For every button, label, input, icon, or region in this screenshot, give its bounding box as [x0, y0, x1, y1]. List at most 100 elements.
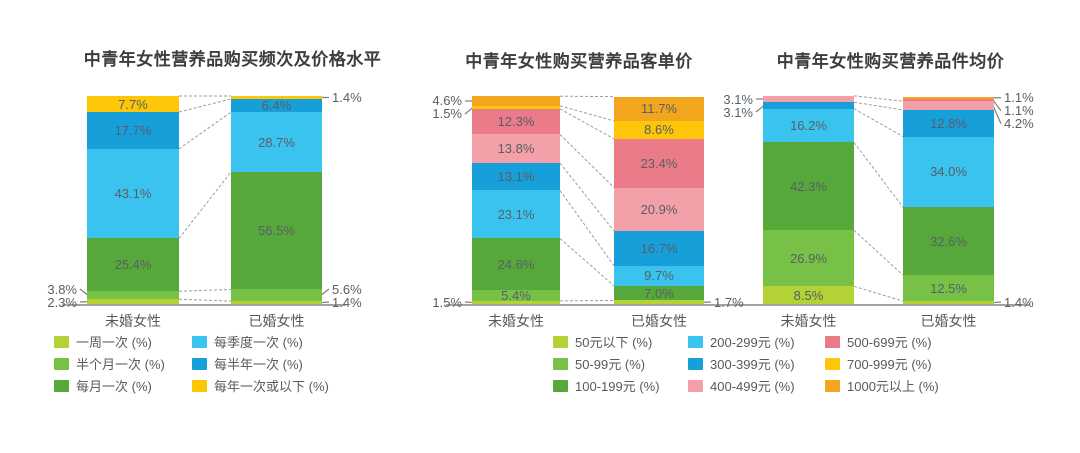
segment-value-label: 16.2%	[790, 118, 827, 134]
bar-segment	[472, 105, 560, 109]
segment-value-label: 23.4%	[640, 155, 678, 171]
bridge-dashed-line	[559, 190, 615, 267]
segment-value-label: 13.1%	[497, 169, 535, 185]
bar-segment	[763, 230, 854, 287]
bar-segment	[472, 289, 560, 301]
bar-segment	[472, 300, 560, 304]
bar-segment	[472, 96, 560, 106]
legend-item-label: 每季度一次 (%)	[214, 335, 303, 350]
category-label: 未婚女性	[105, 313, 161, 329]
segment-value-label: 28.7%	[258, 134, 295, 150]
segment-value-label: 12.5%	[930, 280, 967, 296]
bar-segment	[231, 171, 322, 290]
bar-segment	[87, 238, 179, 292]
legend-item-label: 一周一次 (%)	[76, 335, 152, 350]
bar-segment	[903, 207, 994, 276]
legend-swatch	[54, 336, 69, 348]
leader-line	[79, 288, 89, 296]
outside-value-label: 1.4%	[1004, 294, 1034, 310]
bridge-dashed-line	[853, 95, 904, 102]
legend-item-label: 700-999元 (%)	[847, 357, 932, 372]
legend-swatch	[54, 380, 69, 392]
segment-value-label: 11.7%	[641, 101, 677, 117]
legend-item-label: 每半年一次 (%)	[214, 357, 303, 372]
segment-value-label: 7.0%	[644, 285, 674, 301]
category-label: 已婚女性	[631, 313, 687, 329]
legend-swatch	[54, 358, 69, 370]
outside-value-label: 1.7%	[714, 294, 744, 310]
leader-line	[992, 301, 1002, 304]
bar-segment	[903, 275, 994, 302]
segment-value-label: 16.7%	[640, 240, 678, 256]
segment-value-label: 13.8%	[497, 141, 535, 157]
bar-segment	[472, 163, 560, 191]
legend-item-label: 50元以下 (%)	[575, 335, 653, 350]
legend-swatch	[553, 336, 568, 348]
bar-segment	[763, 286, 854, 304]
bar-segment	[614, 285, 704, 301]
segment-value-label: 32.6%	[930, 233, 967, 249]
bar-segment	[614, 120, 704, 139]
bar-segment	[231, 289, 322, 302]
leader-line	[755, 104, 765, 113]
bar-segment	[472, 190, 560, 239]
bridge-dashed-line	[178, 98, 232, 113]
segment-value-label: 6.4%	[261, 98, 292, 114]
legend-swatch	[192, 336, 207, 348]
legend-swatch	[553, 358, 568, 370]
segment-value-label: 12.8%	[930, 115, 967, 131]
bar-segment	[614, 300, 704, 304]
outside-value-label: 1.5%	[432, 294, 462, 310]
bar-segment	[903, 96, 994, 99]
bar-segment	[87, 96, 179, 113]
bar-segment	[763, 142, 854, 231]
bar-segment	[614, 96, 704, 121]
bar-segment	[614, 138, 704, 188]
bar-segment	[87, 299, 179, 304]
legend-swatch	[825, 358, 840, 370]
legend-swatch	[192, 358, 207, 370]
outside-value-label: 5.6%	[332, 281, 362, 297]
segment-value-label: 12.3%	[497, 114, 535, 130]
legend-item-label: 500-699元 (%)	[847, 335, 932, 350]
outside-value-label: 1.5%	[432, 106, 462, 122]
legend-item-label: 半个月一次 (%)	[76, 357, 165, 372]
segment-value-label: 25.4%	[114, 257, 152, 273]
leader-line	[464, 106, 474, 115]
segment-value-label: 7.7%	[118, 96, 148, 112]
x-axis	[446, 304, 757, 306]
segment-value-label: 17.7%	[114, 122, 152, 138]
bar-segment	[472, 134, 560, 164]
segment-value-label: 5.4%	[501, 287, 531, 303]
segment-value-label: 23.1%	[497, 206, 535, 222]
bar-segment	[763, 102, 854, 109]
bar-segment	[763, 108, 854, 143]
outside-value-label: 4.6%	[432, 93, 462, 109]
leader-line	[992, 105, 1002, 125]
outside-value-label: 1.1%	[1004, 90, 1034, 106]
x-axis	[62, 304, 346, 306]
legend-item-label: 每月一次 (%)	[76, 379, 152, 394]
outside-value-label: 3.1%	[723, 91, 753, 107]
bar-segment	[87, 291, 179, 300]
segment-value-label: 56.5%	[258, 223, 295, 239]
segment-value-label: 24.6%	[497, 256, 535, 272]
legend-item-label: 100-199元 (%)	[575, 379, 660, 394]
bar-segment	[903, 101, 994, 110]
segment-value-label: 26.9%	[790, 250, 827, 266]
bridge-dashed-line	[559, 108, 615, 140]
legend-item-label: 200-299元 (%)	[710, 335, 795, 350]
bar-segment	[614, 265, 704, 286]
bar-segment	[614, 230, 704, 266]
bridge-dashed-line	[853, 108, 904, 137]
bar-segment	[231, 112, 322, 172]
legend-swatch	[825, 380, 840, 392]
legend-swatch	[825, 336, 840, 348]
segment-value-label: 43.1%	[114, 186, 152, 202]
category-label: 已婚女性	[248, 313, 305, 329]
bar-segment	[87, 148, 179, 239]
legend-item-label: 1000元以上 (%)	[847, 379, 939, 394]
bar-segment	[231, 98, 322, 113]
legend-swatch	[192, 380, 207, 392]
